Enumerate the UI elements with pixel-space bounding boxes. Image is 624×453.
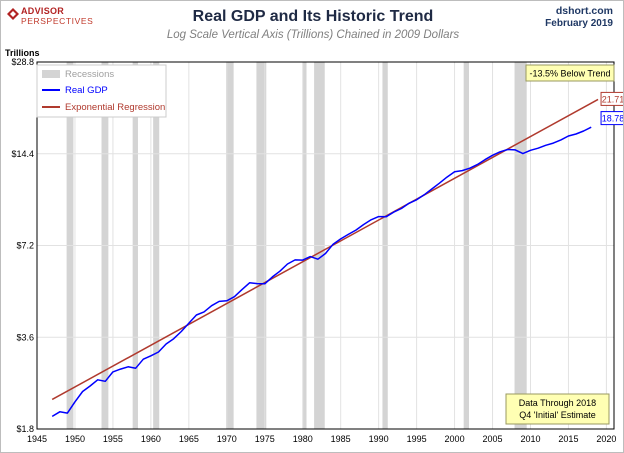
x-tick-label-3: 1960 [141,434,161,444]
series-lines [51,98,599,418]
x-tick-label-1: 1950 [65,434,85,444]
data-through-callout: Data Through 2018 Q4 'Initial' Estimate [505,393,610,425]
x-tick-label-15: 2020 [596,434,616,444]
x-tick-label-11: 2000 [445,434,465,444]
chart-subtitle: Log Scale Vertical Axis (Trillions) Chai… [166,29,460,41]
y-axis-unit-label: Trillions [5,48,40,58]
legend-recession-swatch [42,70,60,78]
y-tick-label-3: $14.4 [11,149,34,159]
brand-logo-top: ADVISOR [21,6,65,16]
x-tick-label-2: 1955 [103,434,123,444]
advisor-perspectives-logo-icon [7,7,19,20]
x-tick-label-9: 1990 [369,434,389,444]
y-tick-label-2: $7.2 [16,241,34,251]
regression-end-label-box [600,91,623,106]
y-tick-label-1: $3.6 [16,332,34,342]
below-trend-callout: -13.5% Below Trend [525,64,615,82]
x-tick-label-0: 1945 [27,434,47,444]
legend-box: Recessions Real GDP Exponential Regressi… [36,64,167,118]
below-trend-text: -13.5% Below Trend [529,69,610,79]
data-through-line1: Data Through 2018 [519,398,596,408]
legend-regression-label: Exponential Regression [65,102,165,113]
x-tick-label-5: 1970 [217,434,237,444]
real-gdp-end-label-box [600,111,623,126]
x-tick-label-7: 1980 [293,434,313,444]
y-tick-label-4: $28.8 [11,57,34,67]
x-tick-label-12: 2005 [483,434,503,444]
data-through-box [505,393,610,425]
regression-end-label: 21.71 [602,94,623,104]
legend-recessions-label: Recessions [65,69,114,80]
x-tick-label-4: 1965 [179,434,199,444]
x-tick-label-14: 2015 [558,434,578,444]
brand-logo-bottom: PERSPECTIVES [21,16,94,26]
axis-ticks: 1945 1950 1955 1960 1965 1970 1975 1980 1985 1990… [11,57,616,444]
grid-lines [36,61,614,430]
source-site: dshort.com [555,5,613,17]
below-trend-box [525,64,615,82]
plot-frame [36,61,615,430]
data-through-line2: Q4 'Initial' Estimate [519,410,595,420]
real-gdp-end-label: 18.78 [602,114,623,124]
publish-date: February 2019 [545,18,613,29]
x-tick-label-8: 1985 [331,434,351,444]
x-tick-label-6: 1975 [255,434,275,444]
y-tick-label-0: $1.8 [16,424,34,434]
real-gdp-line [51,126,592,418]
legend-real-gdp-label: Real GDP [65,85,108,96]
chart-title: Real GDP and Its Historic Trend [192,8,434,25]
x-tick-label-13: 2010 [520,434,540,444]
x-tick-label-10: 1995 [407,434,427,444]
end-labels: 21.71 18.78 [600,91,623,126]
